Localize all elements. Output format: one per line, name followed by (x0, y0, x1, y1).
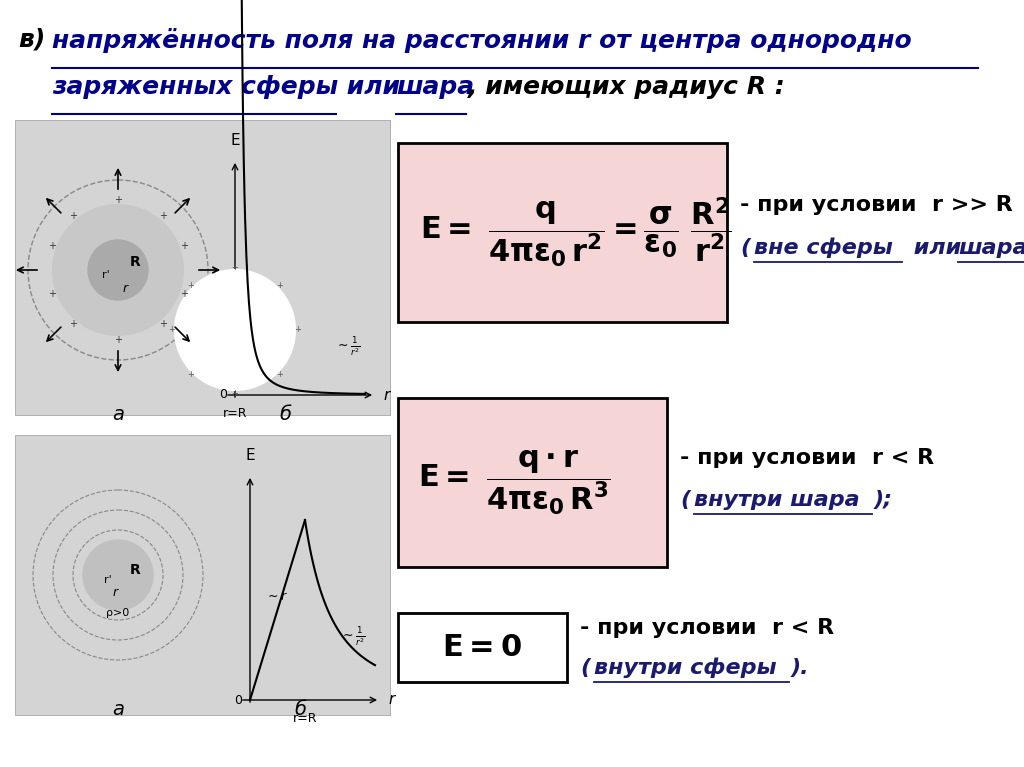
Bar (15, 120, 390, 415)
Text: r: r (388, 693, 394, 707)
Text: +: + (48, 241, 56, 251)
Text: или: или (338, 75, 409, 99)
Text: E: E (230, 133, 240, 148)
Text: внутри шара: внутри шара (694, 490, 859, 510)
Text: +: + (69, 212, 77, 222)
Text: - при условии  r >> R: - при условии r >> R (740, 195, 1013, 215)
Text: r: r (123, 281, 128, 295)
Text: (: ( (740, 238, 751, 258)
Text: r': r' (102, 270, 110, 280)
Text: +: + (187, 370, 194, 379)
Text: +: + (159, 318, 167, 328)
Text: +: + (169, 325, 175, 334)
Text: +: + (276, 281, 283, 290)
Text: +: + (231, 262, 239, 272)
Text: заряженных сферы: заряженных сферы (52, 75, 338, 99)
Text: $\sim\frac{1}{r^2}$: $\sim\frac{1}{r^2}$ (335, 335, 360, 359)
Text: а: а (112, 405, 124, 424)
Text: +: + (159, 212, 167, 222)
Text: R: R (130, 563, 140, 577)
Text: +: + (180, 289, 187, 299)
Text: , имеющих радиус R :: , имеющих радиус R : (468, 75, 785, 99)
FancyBboxPatch shape (398, 398, 667, 567)
Text: $\sim r$: $\sim r$ (265, 590, 288, 603)
Text: б: б (294, 700, 306, 719)
Text: +: + (69, 318, 77, 328)
Text: вне сферы: вне сферы (754, 238, 893, 258)
Text: (: ( (680, 490, 690, 510)
Text: $\mathbf{E=\ \dfrac{q \cdot r}{4\pi\varepsilon_0\, R^3}}$: $\mathbf{E=\ \dfrac{q \cdot r}{4\pi\vare… (418, 448, 611, 517)
Text: r: r (113, 587, 118, 600)
Text: $\sim\frac{1}{r^2}$: $\sim\frac{1}{r^2}$ (340, 625, 366, 649)
Text: );: ); (874, 490, 893, 510)
Text: +: + (114, 195, 122, 205)
Bar (15, 435, 390, 715)
Text: ).: ). (791, 658, 810, 678)
Text: r=R: r=R (223, 407, 247, 420)
Circle shape (175, 270, 295, 390)
Text: (: ( (580, 658, 590, 678)
Text: а: а (112, 700, 124, 719)
Circle shape (53, 205, 183, 335)
Text: или: или (906, 238, 969, 258)
Text: r=R: r=R (293, 712, 317, 725)
Text: шара: шара (958, 238, 1024, 258)
Text: - при условии  r < R: - при условии r < R (580, 618, 835, 638)
FancyBboxPatch shape (398, 613, 567, 682)
Text: 0: 0 (234, 693, 242, 706)
Text: r: r (383, 387, 389, 403)
Text: +: + (231, 389, 239, 397)
Text: +: + (187, 281, 194, 290)
Text: $\mathbf{E=\ \dfrac{q}{4\pi\varepsilon_0\, r^2}=\dfrac{\sigma}{\varepsilon_0}\ \: $\mathbf{E=\ \dfrac{q}{4\pi\varepsilon_0… (420, 196, 732, 270)
Text: 0: 0 (219, 389, 227, 401)
Text: r': r' (104, 575, 112, 585)
FancyBboxPatch shape (398, 143, 727, 322)
Circle shape (83, 540, 153, 610)
Text: ρ>0: ρ>0 (106, 608, 130, 618)
Text: +: + (276, 370, 283, 379)
Text: E: E (245, 448, 255, 463)
Text: напряжённость поля на расстоянии r от центра однородно: напряжённость поля на расстоянии r от це… (52, 28, 911, 53)
Text: - при условии  r < R: - при условии r < R (680, 448, 934, 468)
Text: внутри сферы: внутри сферы (594, 658, 776, 678)
Text: +: + (48, 289, 56, 299)
Text: +: + (114, 335, 122, 345)
Text: R: R (130, 255, 140, 269)
Text: +: + (180, 241, 187, 251)
Text: б: б (279, 405, 291, 424)
Text: шара: шара (396, 75, 474, 99)
Text: в): в) (18, 28, 45, 52)
Text: +: + (295, 325, 301, 334)
Text: $\mathbf{E = 0}$: $\mathbf{E = 0}$ (442, 633, 522, 662)
Circle shape (88, 240, 148, 300)
